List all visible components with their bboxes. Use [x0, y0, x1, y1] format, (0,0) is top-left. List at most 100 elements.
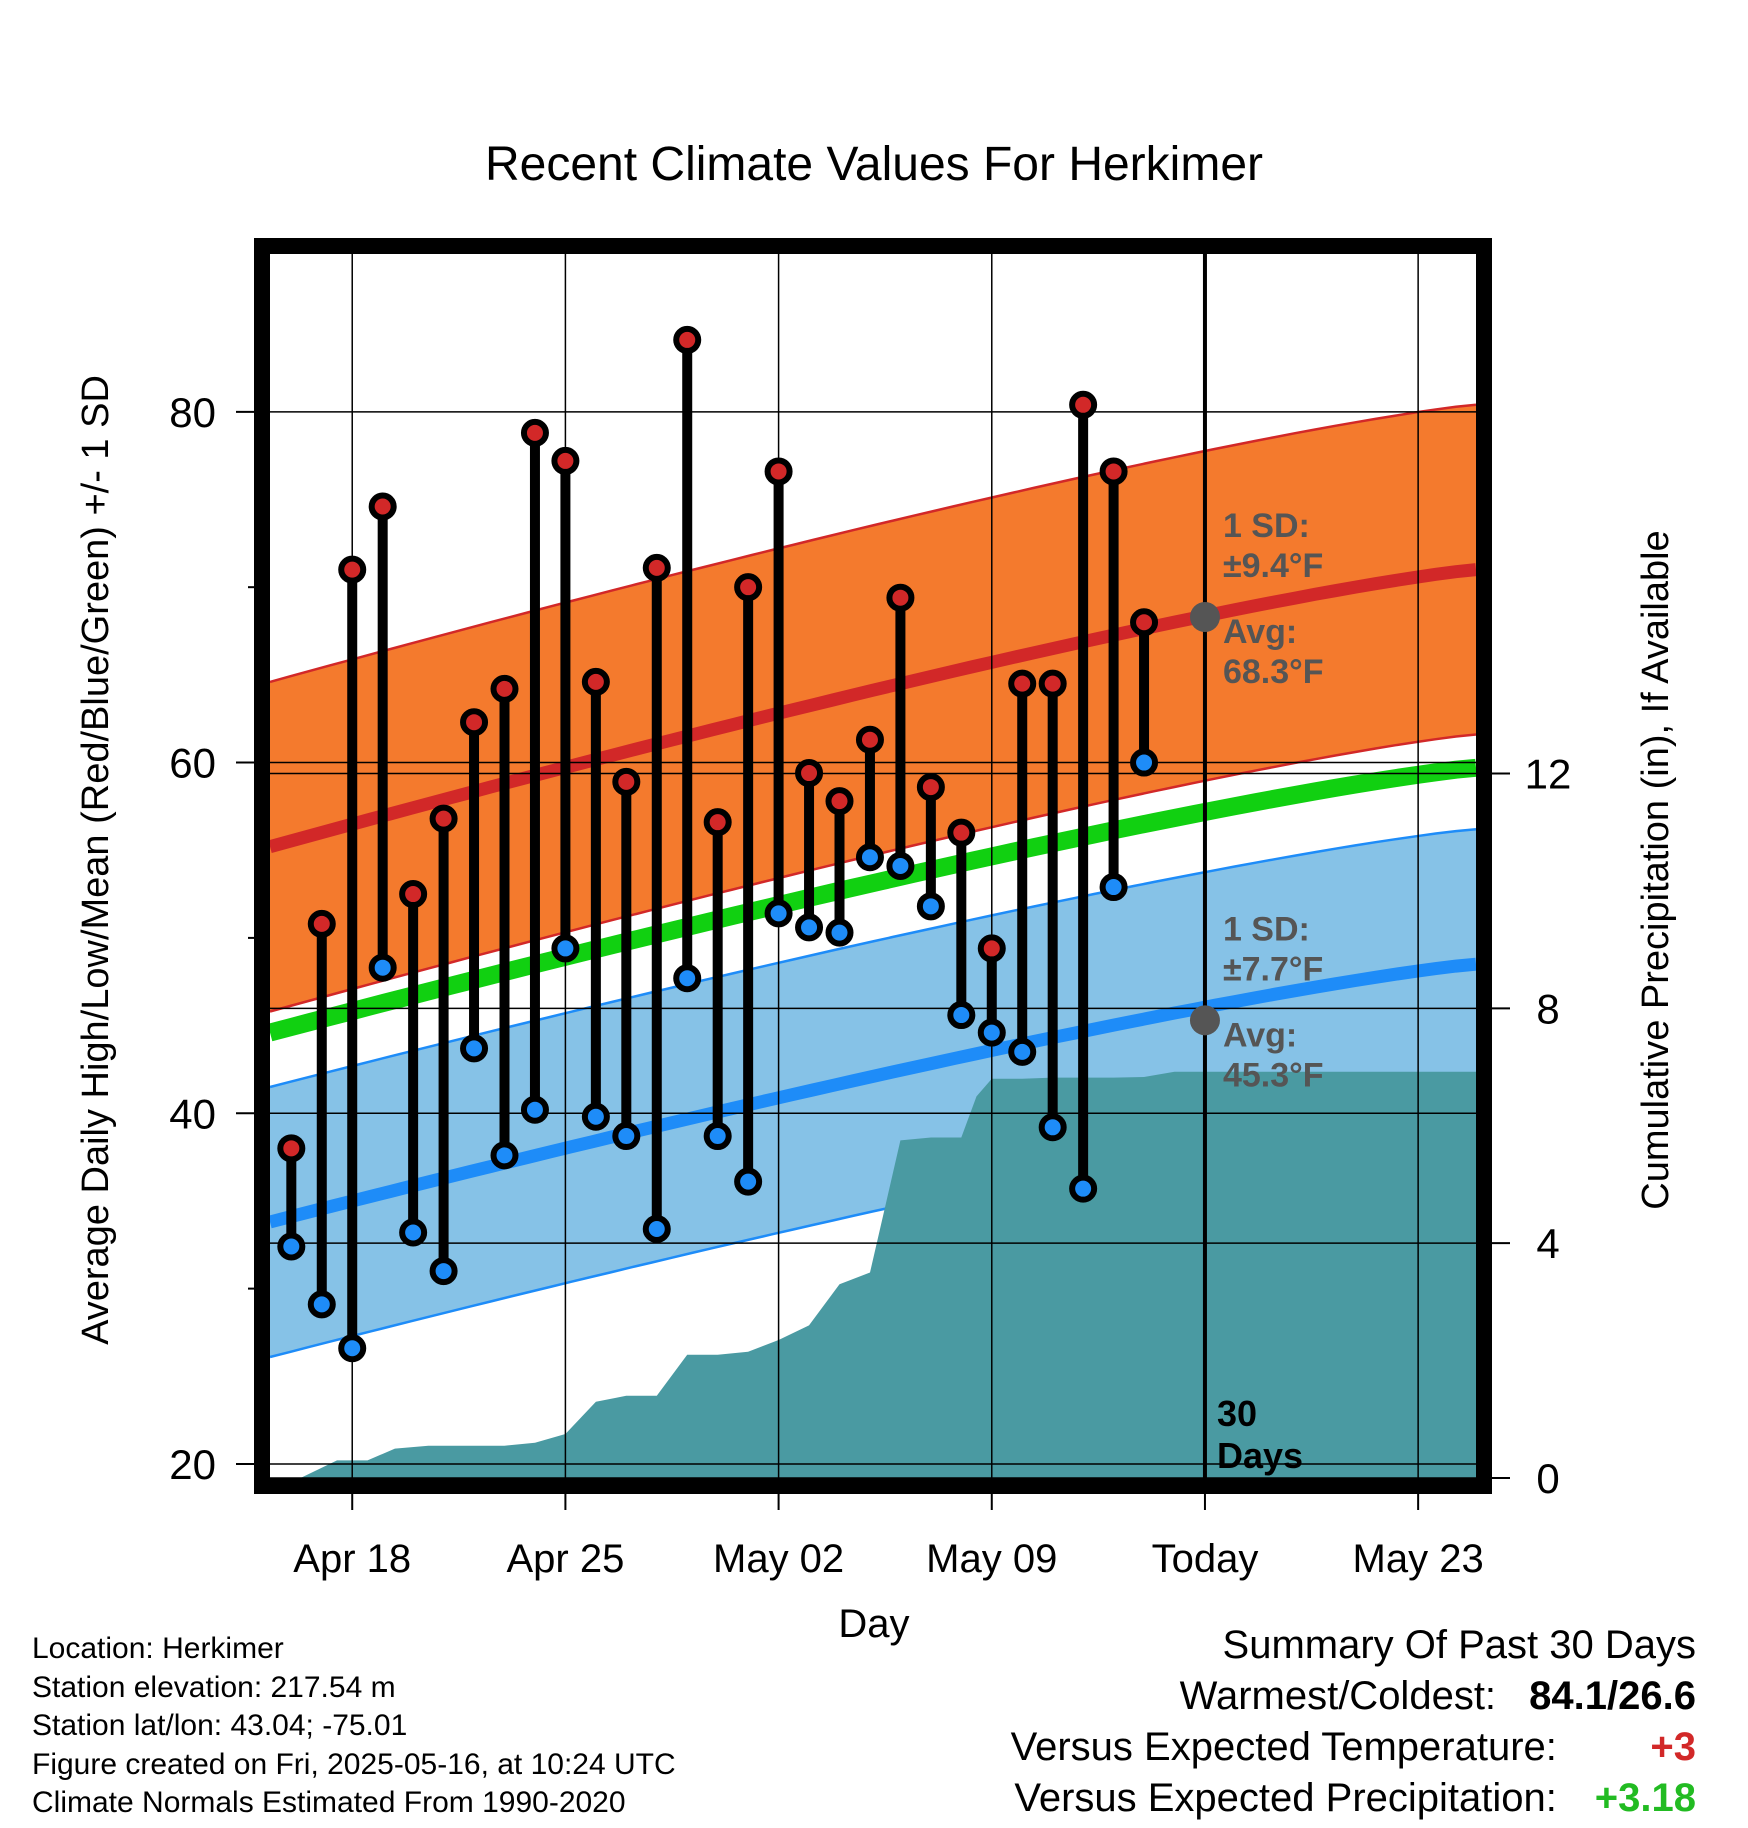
daily-low-point — [399, 1218, 428, 1247]
normal-low-sd-band — [270, 829, 1476, 1357]
daily-high-point — [977, 934, 1006, 963]
high-avg-value: 68.3°F — [1223, 653, 1324, 691]
summary-title: Summary Of Past 30 Days — [1222, 1623, 1696, 1667]
low-sd-label: 1 SD: — [1223, 910, 1310, 948]
precip-vs-expected-label: Versus Expected Precipitation: — [1014, 1776, 1557, 1820]
chart-title: Recent Climate Values For Herkimer — [485, 138, 1263, 191]
daily-high-point — [1099, 457, 1128, 486]
low-avg-label: Avg: — [1223, 1016, 1297, 1054]
y2-tick-label: 4 — [1536, 1220, 1559, 1267]
daily-low-point — [1130, 748, 1159, 777]
daily-low-point — [307, 1290, 336, 1319]
daily-low-point — [338, 1334, 367, 1363]
precip-vs-expected-row: Versus Expected Precipitation: +3.18 — [1011, 1773, 1696, 1824]
daily-low-point — [1069, 1174, 1098, 1203]
plot-frame — [254, 238, 1492, 1494]
today-label-line2: Days — [1217, 1435, 1303, 1476]
daily-high-point — [1038, 669, 1067, 698]
daily-high-point — [551, 446, 580, 475]
daily-high-point — [703, 808, 732, 837]
daily-low-point — [1099, 873, 1128, 902]
high-avg-label: Avg: — [1223, 613, 1297, 651]
daily-high-point — [490, 674, 519, 703]
station-info: Location: Herkimer Station elevation: 21… — [32, 1630, 676, 1823]
daily-high-point — [916, 773, 945, 802]
daily-low-point — [795, 913, 824, 942]
y2-tick-label: 0 — [1536, 1455, 1559, 1502]
daily-high-point — [307, 909, 336, 938]
daily-low-point — [947, 1001, 976, 1030]
x-tick-label: Apr 18 — [293, 1537, 411, 1581]
y2-tick-label: 8 — [1536, 985, 1559, 1032]
daily-high-point — [277, 1134, 306, 1163]
created-text: Figure created on Fri, 2025-05-16, at 10… — [32, 1747, 676, 1781]
latlon-text: Station lat/lon: 43.04; -75.01 — [32, 1709, 408, 1742]
daily-low-point — [916, 892, 945, 921]
daily-low-point — [612, 1122, 641, 1151]
temp-vs-expected-value: +3 — [1650, 1725, 1696, 1769]
daily-high-point — [825, 787, 854, 816]
daily-high-point — [460, 708, 489, 737]
y-axis-label: Average Daily High/Low/Mean (Red/Blue/Gr… — [75, 375, 117, 1345]
today-high-avg-marker — [1189, 601, 1220, 632]
daily-low-point — [764, 899, 793, 928]
daily-high-point — [734, 573, 763, 602]
daily-high-point — [947, 818, 976, 847]
daily-high-point — [399, 880, 428, 909]
daily-high-point — [673, 325, 702, 354]
daily-low-point — [277, 1232, 306, 1261]
cumulative-precip-area — [300, 1071, 1476, 1478]
x-tick-label: Apr 25 — [506, 1537, 624, 1581]
x-tick-label: May 02 — [713, 1537, 844, 1581]
daily-low-point — [825, 918, 854, 947]
daily-low-point — [581, 1102, 610, 1131]
temp-vs-expected-row: Versus Expected Temperature: +3 — [1011, 1722, 1696, 1773]
daily-low-point — [460, 1034, 489, 1063]
today-label-line1: 30 — [1217, 1393, 1257, 1434]
normal-high-sd-band — [270, 404, 1476, 1012]
y-tick-label: 20 — [169, 1441, 216, 1488]
daily-high-point — [1130, 608, 1159, 637]
x-axis-label: Day — [838, 1602, 909, 1646]
daily-low-point — [703, 1122, 732, 1151]
temp-vs-expected-label: Versus Expected Temperature: — [1010, 1725, 1557, 1769]
daily-low-point — [1038, 1113, 1067, 1142]
daily-high-point — [764, 457, 793, 486]
daily-low-point — [551, 934, 580, 963]
daily-low-point — [855, 843, 884, 872]
daily-high-point — [429, 804, 458, 833]
daily-high-point — [581, 667, 610, 696]
daily-high-point — [795, 759, 824, 788]
x-tick-label: Today — [1152, 1537, 1259, 1581]
precip-vs-expected-value: +3.18 — [1594, 1776, 1696, 1820]
daily-high-point — [520, 418, 549, 447]
daily-high-point — [886, 583, 915, 612]
daily-low-point — [520, 1095, 549, 1124]
daily-low-point — [977, 1018, 1006, 1047]
daily-low-point — [490, 1141, 519, 1170]
daily-high-point — [1069, 390, 1098, 419]
warmest-coldest-row: Warmest/Coldest: 84.1/26.6 — [1011, 1671, 1696, 1722]
x-tick-label: May 23 — [1353, 1537, 1484, 1581]
daily-low-point — [1008, 1037, 1037, 1066]
daily-low-point — [429, 1257, 458, 1286]
normal-high-upper-sd-line — [269, 403, 1477, 684]
daily-low-point — [673, 964, 702, 993]
normal-low-mean-line — [268, 957, 1477, 1229]
location-text: Location: Herkimer — [32, 1632, 284, 1665]
y2-axis-label: Cumulative Precipitation (in), If Availa… — [1635, 530, 1677, 1209]
x-tick-label: May 09 — [926, 1537, 1057, 1581]
daily-high-point — [642, 553, 671, 582]
normals-text: Climate Normals Estimated From 1990-2020 — [32, 1786, 626, 1819]
daily-high-point — [1008, 669, 1037, 698]
daily-high-point — [855, 725, 884, 754]
warmest-coldest-value: 84.1/26.6 — [1529, 1674, 1696, 1718]
daily-high-point — [338, 555, 367, 584]
y-tick-label: 40 — [169, 1090, 216, 1137]
y-tick-label: 60 — [169, 740, 216, 787]
low-sd-value: ±7.7°F — [1223, 950, 1323, 988]
daily-low-point — [368, 953, 397, 982]
high-sd-value: ±9.4°F — [1223, 547, 1323, 585]
daily-high-point — [612, 767, 641, 796]
